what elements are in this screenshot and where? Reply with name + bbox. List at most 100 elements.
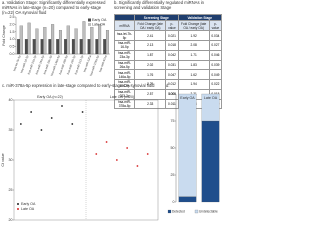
table-cell: 0.049: [208, 69, 223, 81]
table-column-header: Fold Change (late OA / early OA): [177, 20, 210, 32]
y-tick-label: 40: [9, 98, 13, 102]
table-row: hsa-miR-26a-5p 2.02 0.031 1.83 0.039: [113, 59, 223, 71]
y-tick-label: 75: [171, 119, 175, 123]
legend-label: Undetectable: [199, 209, 218, 213]
table-cell: 0.021: [165, 30, 179, 41]
point: [61, 105, 63, 107]
panel-b-table: Screening Stage Validation Stage miRNA Fold…: [113, 13, 223, 110]
table-cell: 0.047: [165, 69, 179, 81]
x-tick-label: hsa-miR-451a: [98, 54, 108, 72]
bar: [74, 28, 78, 55]
legend-label: Late OA: [92, 22, 106, 26]
x-tick-label: hsa-miR-195-5p: [66, 54, 77, 75]
y-tick-label: 35: [9, 128, 13, 132]
y-tick-label: 0.0: [10, 52, 15, 56]
point: [95, 153, 98, 155]
bar: [51, 24, 55, 55]
panel-c-title: c. miR-378a-5p expression in late-stage …: [2, 83, 155, 88]
point: [81, 111, 84, 113]
panel-d-chart: 0 25 50 75 100 Early OA Late OA Detected Undetec…: [167, 92, 220, 214]
x-tick-label: hsa-miR-378a-5p: [89, 54, 100, 76]
panel-d-title: d.: [166, 83, 170, 88]
panel-c-chart: 20 25 30 35 40 Ct value Early OA (n=22) Late OA…: [1, 95, 159, 222]
bar: [24, 39, 28, 55]
table-cell: 0.018: [165, 39, 179, 51]
bar: [66, 25, 70, 55]
y-tick-label: 50: [171, 146, 175, 150]
table-cell: 1.87: [134, 49, 167, 61]
y-tick-label: 20: [9, 218, 13, 222]
table-cell: 2.13: [134, 39, 167, 51]
x-tick-label: hsa-let-7b-5p: [12, 54, 22, 71]
x-tick-label: Late OA: [204, 96, 218, 100]
table-cell: 2.41: [134, 30, 167, 41]
bar: [19, 25, 23, 55]
y-tick-label: 25: [171, 173, 175, 177]
table-cell: 1.92: [177, 30, 210, 41]
bar: [82, 21, 86, 55]
legend-marker: [17, 208, 19, 210]
x-tick-label: hsa-miR-320a: [82, 54, 92, 72]
bar: [17, 39, 21, 55]
x-tick-label: hsa-miR-146a-5p: [50, 54, 61, 76]
point: [136, 165, 139, 167]
panel-a-chart: 0.0 0.5 1.0 1.5 2.0 2.5 Fold Change hsa-let-7b-…: [2, 15, 110, 76]
y-tick-label: 2.0: [10, 22, 15, 26]
panel-a-title: a. Validation Stage: Significantly diffe…: [2, 0, 106, 15]
y-axis-label: Ct value: [1, 153, 5, 166]
bar-segment: [201, 120, 220, 203]
y-tick-label: 100: [169, 92, 175, 96]
bar-segment: [178, 93, 197, 197]
point: [115, 159, 118, 161]
table-cell: 2.02: [134, 59, 167, 71]
y-tick-label: 30: [9, 158, 13, 162]
table-row: hsa-miR-23a-3p 1.87 0.042 1.71 0.046: [113, 49, 223, 61]
table-column-header: miRNA: [113, 20, 136, 32]
bar: [98, 24, 102, 55]
table-cell: 0.034: [208, 30, 223, 41]
table-group-row: Screening Stage Validation Stage: [113, 13, 223, 22]
y-tick-label: 1.0: [10, 37, 15, 41]
table-row: hsa-let-7b-5p 2.41 0.021 1.92 0.034: [113, 30, 223, 41]
group-label: Late OA (n=20): [110, 95, 134, 99]
group-label: Early OA (n=22): [37, 95, 63, 99]
panel-b-title: b. Significantly differentially regulate…: [114, 0, 204, 10]
table-cell: hsa-miR-23a-3p: [113, 49, 136, 61]
table-column-header: p-value: [208, 20, 223, 32]
point: [19, 123, 22, 125]
table-cell: 0.011: [165, 98, 179, 110]
bar: [87, 39, 91, 55]
bar: [27, 22, 31, 55]
bar: [79, 39, 83, 55]
bar-segment: [201, 93, 220, 122]
table-cell: 1.62: [177, 69, 210, 81]
x-tick-label: hsa-miR-29c-3p: [42, 54, 53, 74]
legend-marker: [17, 203, 19, 205]
bar: [71, 39, 75, 55]
x-tick-label: hsa-miR-186-5p: [58, 54, 69, 75]
point: [50, 117, 53, 119]
table-cell: hsa-miR-146a-5p: [113, 69, 136, 81]
table-cell: 1.71: [177, 49, 210, 61]
table-cell: 0.031: [165, 59, 179, 71]
legend-swatch: [167, 209, 172, 214]
bar: [43, 27, 47, 55]
bar: [90, 27, 94, 55]
table-cell: 1.83: [177, 59, 210, 71]
legend-label: Late OA: [21, 207, 35, 211]
table-cell: 2.08: [177, 39, 210, 51]
bar: [40, 39, 44, 55]
y-tick-label: 0: [173, 200, 175, 204]
point: [40, 129, 43, 131]
x-tick-label: hsa-miR-26a-5p: [34, 54, 45, 75]
bar: [95, 39, 99, 55]
x-tick-label: hsa-miR-16-5p: [19, 54, 29, 73]
legend-swatch: [88, 18, 91, 22]
y-axis-label: Fold Change: [2, 25, 6, 46]
table-group-header: Validation Stage: [177, 13, 223, 22]
legend-label: Early OA: [21, 202, 36, 206]
y-tick-label: 25: [9, 188, 13, 192]
point: [126, 147, 129, 149]
point: [30, 111, 33, 113]
table-cell: 0.027: [208, 39, 223, 51]
